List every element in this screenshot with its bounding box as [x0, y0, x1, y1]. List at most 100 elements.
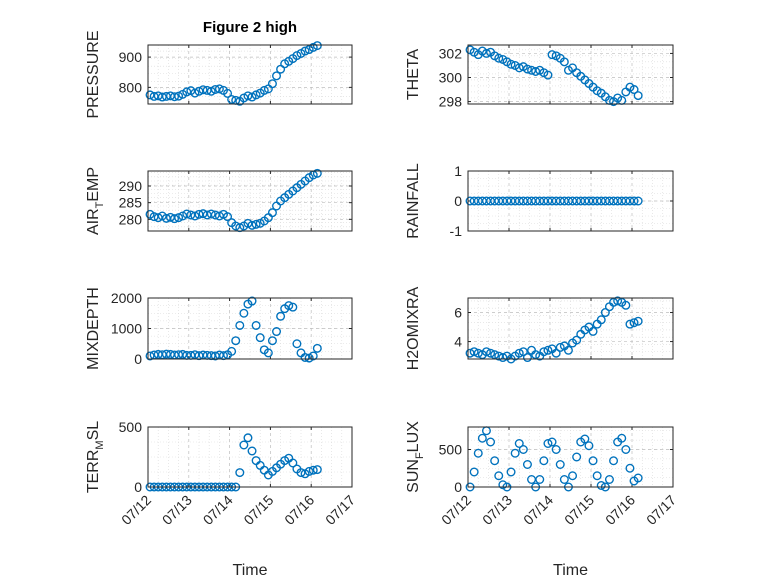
data-point	[506, 59, 516, 69]
data-point	[267, 336, 277, 346]
y-tick-label: 0	[454, 479, 462, 495]
data-point	[600, 308, 610, 318]
data-point	[514, 63, 524, 73]
y-axis-label: SUNFLUX	[405, 421, 426, 493]
data-point	[596, 315, 606, 325]
data-point	[531, 350, 541, 360]
data-point	[296, 468, 306, 478]
data-point	[592, 471, 602, 481]
data-point	[555, 342, 565, 352]
data-point	[477, 433, 487, 443]
y-tick-label: 2000	[111, 290, 142, 306]
data-point	[555, 460, 565, 470]
chart-title: Figure 2 high	[203, 19, 297, 36]
y-tick-label: 0	[134, 351, 142, 367]
axes-box	[147, 170, 353, 232]
data-point	[539, 347, 549, 357]
data-point	[231, 336, 241, 346]
data-point	[596, 481, 606, 491]
data-point	[308, 465, 318, 475]
data-point	[223, 212, 233, 222]
data-point	[629, 318, 639, 328]
data-point	[625, 319, 635, 329]
data-point	[182, 87, 192, 97]
data-point	[588, 326, 598, 336]
y-tick-label: 280	[119, 211, 143, 227]
data-point	[469, 467, 479, 477]
data-point	[543, 345, 553, 355]
data-point	[251, 219, 261, 229]
data-point	[621, 445, 631, 455]
axes-box	[147, 297, 353, 360]
data-point	[292, 339, 302, 349]
y-tick-label: -1	[450, 223, 463, 239]
data-point	[304, 466, 314, 476]
axes-box	[467, 297, 674, 360]
data-point	[633, 196, 643, 206]
data-point	[247, 296, 257, 306]
y-tick-label: 900	[119, 49, 143, 65]
data-point	[481, 48, 491, 58]
data-point	[584, 441, 594, 451]
x-axis-label: Time	[553, 562, 588, 579]
data-point	[498, 353, 508, 363]
y-tick-label: 302	[439, 45, 463, 61]
data-point	[629, 196, 639, 206]
data-point	[272, 71, 282, 81]
subplot-terr-msl: 0 500 TERRMSL 07/12 07/13 07/14 07/15 07/16 07/1…	[85, 419, 358, 579]
data-point	[580, 434, 590, 444]
data-point	[473, 448, 483, 458]
y-tick-label: 0	[454, 193, 462, 209]
data-point	[563, 345, 573, 355]
y-tick-label: 4	[454, 334, 462, 350]
data-point	[518, 445, 528, 455]
data-point	[522, 353, 532, 363]
data-point	[174, 91, 184, 101]
data-point	[288, 302, 298, 312]
data-point	[588, 456, 598, 466]
data-point	[198, 85, 208, 95]
x-tick-label: 07/16	[281, 492, 317, 528]
data-point	[617, 433, 627, 443]
data-point	[531, 66, 541, 76]
axes-box	[467, 426, 674, 488]
data-point	[543, 70, 553, 80]
y-tick-label: 500	[119, 419, 143, 435]
x-tick-label: 07/15	[561, 492, 597, 528]
data-point	[267, 79, 277, 89]
y-axis-label: PRESSURE	[85, 30, 102, 118]
data-point	[308, 351, 318, 361]
data-point	[182, 209, 192, 219]
data-point	[625, 463, 635, 473]
data-point	[490, 350, 500, 360]
data-point	[535, 475, 545, 485]
y-axis-label: MIXDEPTH	[85, 287, 102, 370]
x-tick-label: 07/13	[159, 492, 195, 528]
y-tick-label: 285	[119, 195, 143, 211]
y-tick-label: 6	[454, 305, 462, 321]
data-point	[494, 471, 504, 481]
x-tick-label: 07/14	[200, 492, 236, 528]
data-point	[206, 209, 216, 219]
x-tick-label: 07/12	[438, 492, 474, 528]
data-point	[263, 348, 273, 358]
data-point	[206, 86, 216, 96]
data-point	[633, 473, 643, 483]
data-point	[514, 348, 524, 358]
subplot-theta: 298 300 302 THETA	[405, 44, 674, 110]
data-point	[157, 92, 167, 102]
x-tick-label: 07/15	[240, 492, 276, 528]
data-point	[522, 460, 532, 470]
data-point	[214, 84, 224, 94]
data-point	[547, 437, 557, 447]
data-point	[613, 296, 623, 306]
x-tick-label: 07/13	[479, 492, 515, 528]
data-point	[308, 42, 318, 52]
subplot-sun-flux: 0 500 SUNFLUX 07/12 07/13 07/14 07/15 07/16 07/1…	[405, 421, 679, 579]
y-tick-label: 1	[454, 163, 462, 179]
data-point	[170, 92, 180, 102]
subplot-rainfall: -1 0 1 RAINFALL	[405, 163, 674, 239]
data-point	[170, 214, 180, 224]
y-tick-label: 1000	[111, 321, 142, 337]
data-point	[288, 458, 298, 468]
